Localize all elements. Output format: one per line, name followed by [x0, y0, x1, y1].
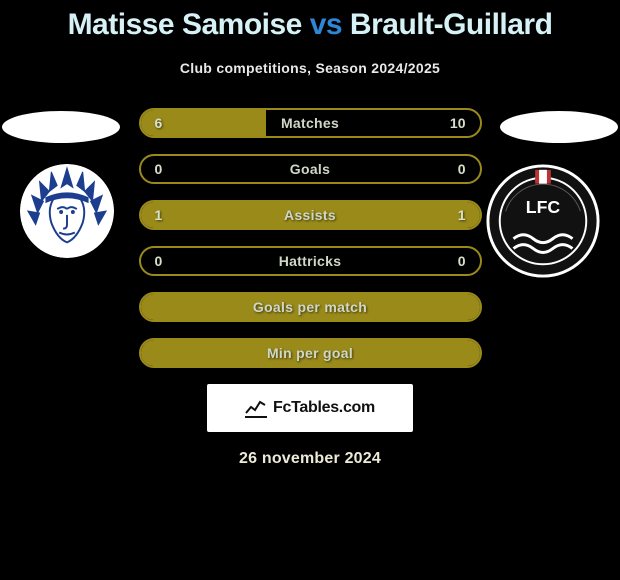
source-text: FcTables.com	[273, 399, 375, 417]
stat-label: Goals per match	[141, 294, 480, 320]
subtitle: Club competitions, Season 2024/2025	[0, 46, 620, 86]
player-photo-left-placeholder	[2, 111, 120, 143]
title-vs: vs	[310, 8, 342, 41]
club-logo-left	[18, 162, 116, 260]
stat-bar: Min per goal	[139, 338, 482, 368]
stat-label: Matches	[141, 110, 480, 136]
comparison-title: Matisse Samoise vs Brault-Guillard	[0, 0, 620, 46]
chart-icon	[245, 398, 267, 418]
svg-text:LFC: LFC	[526, 197, 561, 217]
stat-value-right: 10	[450, 110, 466, 136]
stat-bars-container: Matches610Goals00Assists11Hattricks00Goa…	[139, 86, 482, 368]
stat-label: Hattricks	[141, 248, 480, 274]
title-player2: Brault-Guillard	[350, 8, 553, 41]
club-logo-right: LFC	[484, 162, 602, 280]
stat-value-right: 0	[458, 156, 466, 182]
stat-bar: Goals0 0	[139, 154, 482, 184]
stat-bar: Matches6 10	[139, 108, 482, 138]
stat-bar: Assists1 1	[139, 200, 482, 230]
stat-bar: Hattricks0 0	[139, 246, 482, 276]
title-player1: Matisse Samoise	[68, 8, 302, 41]
stat-label: Assists	[141, 202, 480, 228]
stat-value-right: 0	[458, 248, 466, 274]
date-text: 26 november 2024	[0, 432, 620, 468]
content-area: LFC Matches610Goals00Assists11Hattricks0…	[0, 86, 620, 368]
stat-label: Min per goal	[141, 340, 480, 366]
stat-value-left: 1	[155, 202, 163, 228]
stat-value-left: 0	[155, 248, 163, 274]
player-photo-right-placeholder	[500, 111, 618, 143]
source-badge: FcTables.com	[207, 384, 413, 432]
stat-label: Goals	[141, 156, 480, 182]
stat-value-left: 6	[155, 110, 163, 136]
stat-value-left: 0	[155, 156, 163, 182]
stat-value-right: 1	[458, 202, 466, 228]
stat-bar: Goals per match	[139, 292, 482, 322]
